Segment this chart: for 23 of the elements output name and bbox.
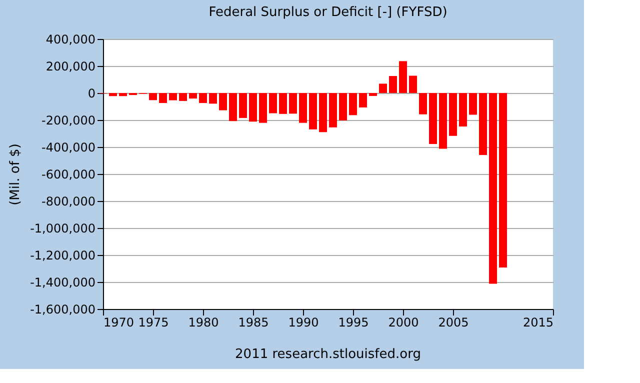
y-tick-label: -1,600,000 [30, 302, 96, 316]
x-tick-label: 1970 [104, 316, 134, 330]
y-tick-label: -1,400,000 [30, 276, 96, 290]
y-axis-title: (Mil. of $) [8, 144, 24, 206]
x-tick-label: 1990 [288, 316, 319, 330]
chart-title: Federal Surplus or Deficit [-] (FYFSD) [208, 5, 448, 20]
x-tick-label: 1985 [238, 316, 269, 330]
y-tick-label: 200,000 [46, 60, 96, 74]
x-tick-label: 2005 [438, 316, 469, 330]
x-tick-label: 1995 [338, 316, 369, 330]
y-tick-label: -600,000 [42, 168, 96, 182]
y-tick-label: -400,000 [42, 140, 96, 154]
y-tick-label: -200,000 [42, 114, 96, 128]
y-tick-label: -1,200,000 [30, 248, 96, 262]
text: 2011 research.stlouisfed.org [235, 347, 421, 362]
x-tick-label: 1975 [138, 316, 169, 330]
y-tick-label: -1,000,000 [30, 222, 96, 236]
y-tick-label: 0 [88, 86, 96, 100]
y-tick-label: 400,000 [46, 32, 96, 46]
x-tick-label: 2015 [522, 316, 554, 330]
y-tick-label: -800,000 [42, 194, 96, 208]
x-tick-label: 2000 [388, 316, 419, 330]
x-tick-label: 1980 [188, 316, 219, 330]
